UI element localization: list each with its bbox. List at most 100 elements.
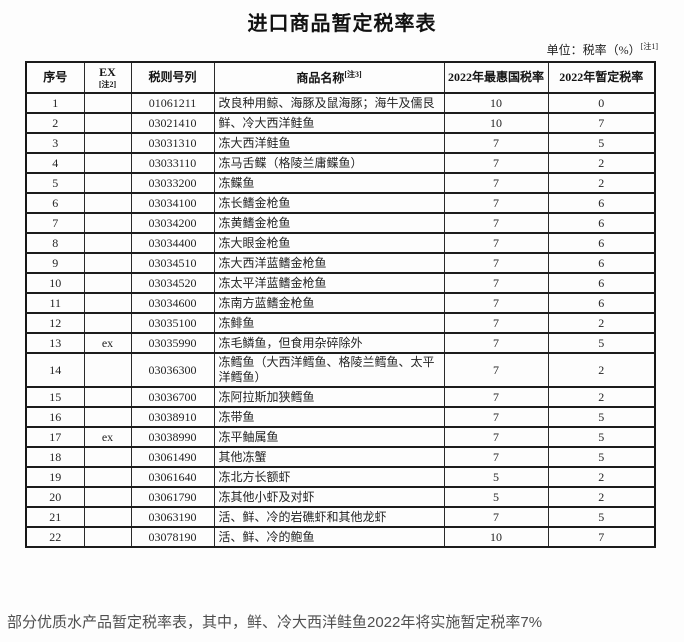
table-row: 15 03036700 冻阿拉斯加狭鳕鱼 7 2 (25, 386, 656, 408)
table-row: 14 03036300 冻鳕鱼（大西洋鳕鱼、格陵兰鳕鱼、太平洋鳕鱼） 7 2 (25, 352, 656, 388)
cell-provisional-rate: 6 (547, 192, 656, 214)
cell-seq: 19 (25, 466, 85, 488)
cell-ex (83, 152, 132, 174)
cell-seq: 14 (25, 352, 85, 388)
cell-code: 03035100 (130, 312, 215, 334)
cell-product: 冻大西洋鲑鱼 (213, 132, 445, 154)
table-row: 7 03034200 冻黄鳍金枪鱼 7 6 (25, 212, 656, 234)
cell-product: 冻阿拉斯加狭鳕鱼 (213, 386, 445, 408)
cell-mfn-rate: 7 (443, 172, 549, 194)
cell-code: 03034600 (130, 292, 215, 314)
cell-provisional-rate: 6 (547, 252, 656, 274)
cell-ex (83, 486, 132, 508)
cell-provisional-rate: 5 (547, 332, 656, 354)
table-row: 2 03021410 鲜、冷大西洋鲑鱼 10 7 (25, 112, 656, 134)
cell-seq: 21 (25, 506, 85, 528)
cell-product: 冻黄鳍金枪鱼 (213, 212, 445, 234)
cell-seq: 20 (25, 486, 85, 508)
unit-label-note: [注1] (640, 42, 658, 51)
cell-mfn-rate: 7 (443, 446, 549, 468)
unit-label-text: 单位：税率（%） (546, 43, 641, 57)
cell-ex: ex (83, 332, 132, 354)
cell-seq: 1 (25, 92, 85, 114)
table-row: 20 03061790 冻其他小虾及对虾 5 2 (25, 486, 656, 508)
cell-mfn-rate: 7 (443, 212, 549, 234)
cell-product: 冻鲱鱼 (213, 312, 445, 334)
tariff-table: 序号 EX [注2] 税则号列 商品名称[注3] 2022年最惠国税率 2022… (25, 61, 656, 548)
cell-mfn-rate: 7 (443, 352, 549, 388)
cell-seq: 22 (25, 526, 85, 548)
cell-code: 03061490 (130, 446, 215, 468)
cell-mfn-rate: 5 (443, 486, 549, 508)
cell-seq: 13 (25, 332, 85, 354)
cell-ex (83, 386, 132, 408)
header-mfn-rate: 2022年最惠国税率 (443, 61, 549, 94)
cell-mfn-rate: 7 (443, 506, 549, 528)
cell-ex (83, 466, 132, 488)
cell-code: 03038990 (130, 426, 215, 448)
cell-provisional-rate: 0 (547, 92, 656, 114)
cell-product: 冻鲽鱼 (213, 172, 445, 194)
header-product-label: 商品名称 (296, 70, 345, 85)
cell-code: 03036700 (130, 386, 215, 408)
table-row: 8 03034400 冻大眼金枪鱼 7 6 (25, 232, 656, 254)
cell-product: 冻长鳍金枪鱼 (213, 192, 445, 214)
header-ex: EX [注2] (83, 61, 132, 94)
cell-code: 01061211 (130, 92, 215, 114)
cell-provisional-rate: 5 (547, 426, 656, 448)
cell-ex (83, 212, 132, 234)
cell-product: 活、鲜、冷的鲍鱼 (213, 526, 445, 548)
table-row: 4 03033110 冻马舌鲽（格陵兰庸鲽鱼） 7 2 (25, 152, 656, 174)
cell-seq: 4 (25, 152, 85, 174)
cell-seq: 8 (25, 232, 85, 254)
cell-ex (83, 172, 132, 194)
cell-provisional-rate: 2 (547, 352, 656, 388)
cell-mfn-rate: 10 (443, 112, 549, 134)
cell-ex (83, 506, 132, 528)
header-ex-label: EX (99, 65, 116, 79)
cell-ex (83, 92, 132, 114)
cell-product: 冻带鱼 (213, 406, 445, 428)
table-row: 5 03033200 冻鲽鱼 7 2 (25, 172, 656, 194)
table-body: 1 01061211 改良种用鲸、海豚及鼠海豚；海牛及儒艮 10 0 2 03021410 鲜… (25, 92, 656, 548)
cell-provisional-rate: 2 (547, 466, 656, 488)
cell-mfn-rate: 7 (443, 192, 549, 214)
table-header: 序号 EX [注2] 税则号列 商品名称[注3] 2022年最惠国税率 2022… (25, 61, 656, 94)
cell-code: 03033200 (130, 172, 215, 194)
cell-provisional-rate: 2 (547, 386, 656, 408)
header-provisional-rate: 2022年暂定税率 (547, 61, 656, 94)
cell-provisional-rate: 5 (547, 446, 656, 468)
table-row: 9 03034510 冻大西洋蓝鳍金枪鱼 7 6 (25, 252, 656, 274)
cell-mfn-rate: 7 (443, 252, 549, 274)
table-row: 13 ex 03035990 冻毛鳞鱼，但食用杂碎除外 7 5 (25, 332, 656, 354)
header-mfn-rate-label: 2022年最惠国税率 (447, 69, 544, 84)
cell-code: 03034510 (130, 252, 215, 274)
header-product: 商品名称[注3] (213, 61, 445, 94)
table-row: 3 03031310 冻大西洋鲑鱼 7 5 (25, 132, 656, 154)
cell-provisional-rate: 2 (547, 486, 656, 508)
cell-product: 冻其他小虾及对虾 (213, 486, 445, 508)
cell-provisional-rate: 2 (547, 152, 656, 174)
cell-ex (83, 312, 132, 334)
cell-seq: 7 (25, 212, 85, 234)
cell-product: 冻南方蓝鳍金枪鱼 (213, 292, 445, 314)
cell-code: 03038910 (130, 406, 215, 428)
cell-mfn-rate: 7 (443, 406, 549, 428)
cell-seq: 5 (25, 172, 85, 194)
cell-product: 鲜、冷大西洋鲑鱼 (213, 112, 445, 134)
cell-product: 冻大眼金枪鱼 (213, 232, 445, 254)
cell-seq: 3 (25, 132, 85, 154)
cell-provisional-rate: 6 (547, 212, 656, 234)
cell-code: 03021410 (130, 112, 215, 134)
table-row: 11 03034600 冻南方蓝鳍金枪鱼 7 6 (25, 292, 656, 314)
cell-provisional-rate: 7 (547, 112, 656, 134)
cell-mfn-rate: 7 (443, 132, 549, 154)
cell-code: 03034400 (130, 232, 215, 254)
cell-provisional-rate: 6 (547, 232, 656, 254)
cell-seq: 2 (25, 112, 85, 134)
cell-mfn-rate: 10 (443, 526, 549, 548)
cell-product: 冻太平洋蓝鳍金枪鱼 (213, 272, 445, 294)
cell-code: 03061790 (130, 486, 215, 508)
cell-ex (83, 132, 132, 154)
table-row: 10 03034520 冻太平洋蓝鳍金枪鱼 7 6 (25, 272, 656, 294)
